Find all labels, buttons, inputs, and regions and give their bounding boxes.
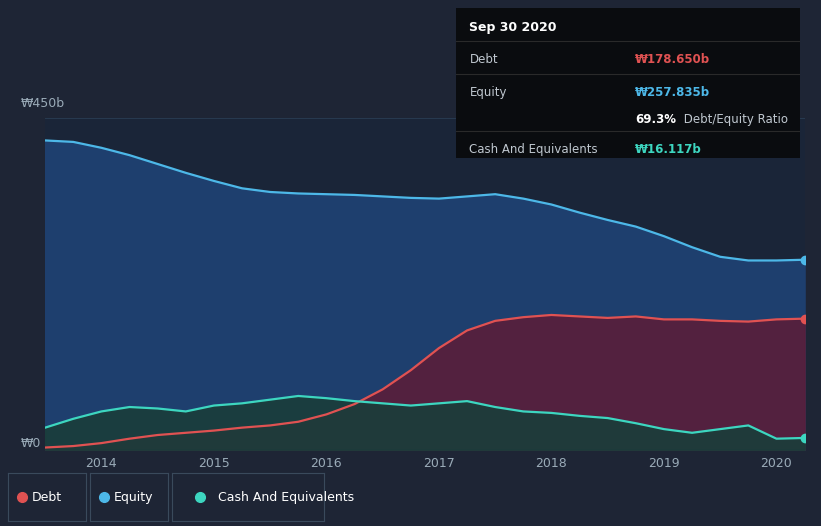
Text: Cash And Equivalents: Cash And Equivalents <box>218 491 354 503</box>
Text: 69.3%: 69.3% <box>635 113 676 126</box>
Text: Cash And Equivalents: Cash And Equivalents <box>470 143 598 156</box>
Text: ₩178.650b: ₩178.650b <box>635 53 710 66</box>
Text: Debt: Debt <box>31 491 62 503</box>
Text: Equity: Equity <box>113 491 154 503</box>
Text: ₩16.117b: ₩16.117b <box>635 143 702 156</box>
Text: ₩257.835b: ₩257.835b <box>635 86 710 99</box>
Text: Debt/Equity Ratio: Debt/Equity Ratio <box>680 113 788 126</box>
Text: ₩0: ₩0 <box>21 437 41 450</box>
Text: Debt: Debt <box>470 53 498 66</box>
Text: ₩450b: ₩450b <box>21 97 65 110</box>
Text: Equity: Equity <box>470 86 507 99</box>
Text: Sep 30 2020: Sep 30 2020 <box>470 22 557 34</box>
